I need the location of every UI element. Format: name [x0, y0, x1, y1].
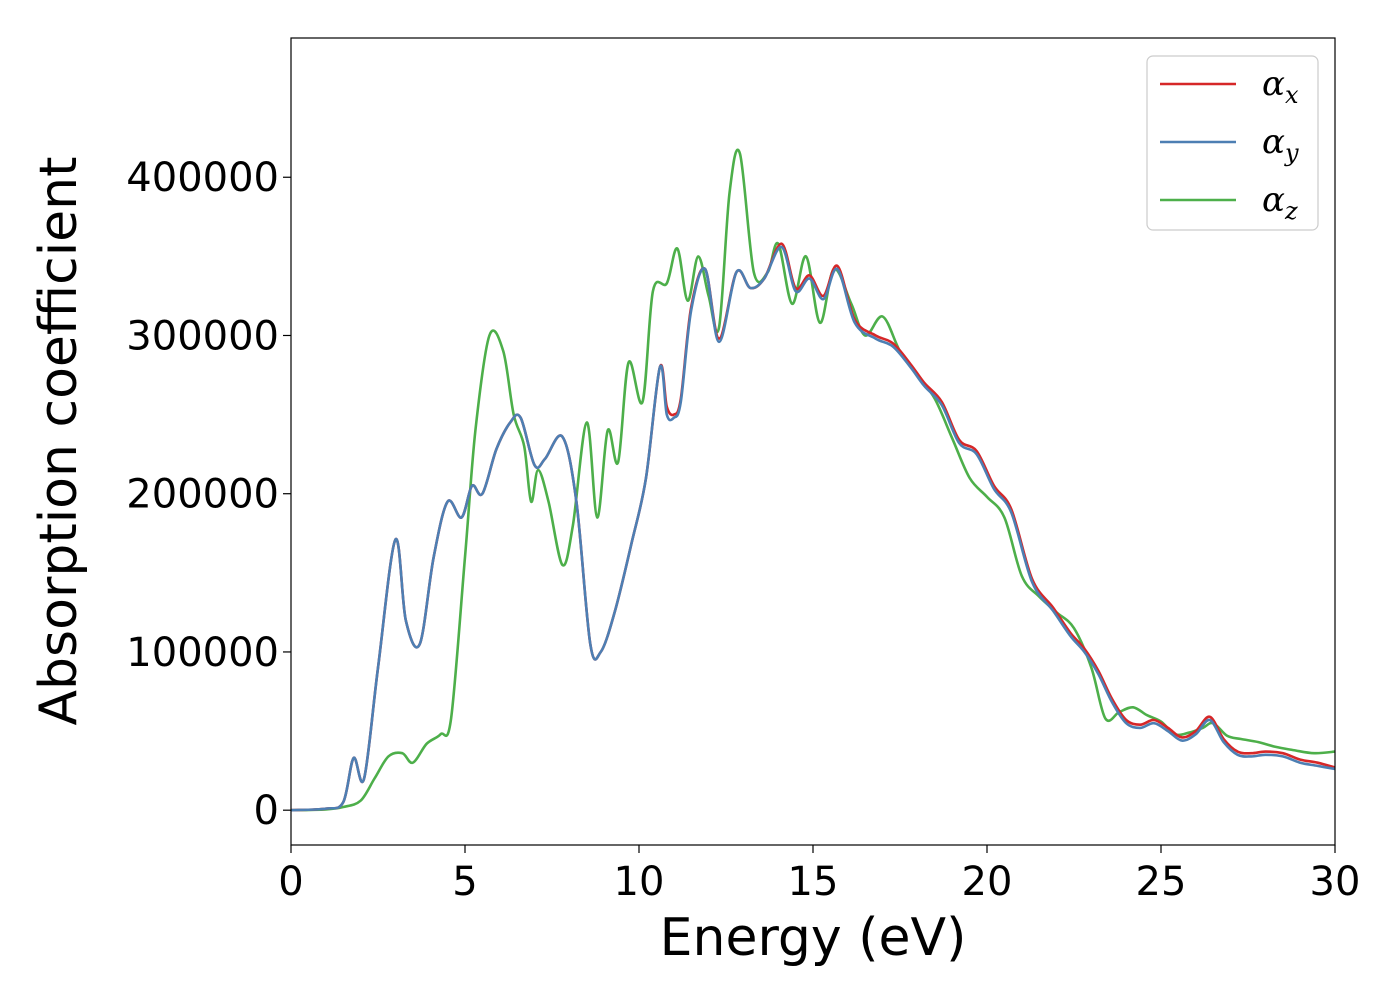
- x-axis: 0 5 10 15 20 25 30: [278, 845, 1360, 905]
- x-tick-label: 20: [962, 859, 1013, 905]
- legend-label-y: αy: [1262, 122, 1299, 167]
- x-tick-label: 25: [1136, 859, 1187, 905]
- y-tick-label: 200000: [126, 472, 279, 518]
- series-line-z: [291, 148, 1335, 812]
- y-tick-label: 0: [254, 788, 279, 834]
- series-layer: [291, 148, 1335, 812]
- x-tick-label: 10: [614, 859, 665, 905]
- x-axis-label: Energy (eV): [660, 908, 967, 968]
- y-tick-label: 300000: [126, 313, 279, 359]
- series-line-y: [291, 245, 1335, 812]
- x-tick-label: 30: [1310, 859, 1361, 905]
- y-tick-label: 400000: [126, 155, 279, 201]
- legend-label-x: αx: [1262, 64, 1299, 109]
- x-tick-label: 5: [452, 859, 477, 905]
- y-tick-label: 100000: [126, 630, 279, 676]
- y-axis-label: Absorption coefficient: [29, 156, 89, 725]
- x-tick-label: 15: [788, 859, 839, 905]
- y-axis: 0 100000 200000 300000 400000: [126, 155, 291, 834]
- x-tick-label: 0: [278, 859, 303, 905]
